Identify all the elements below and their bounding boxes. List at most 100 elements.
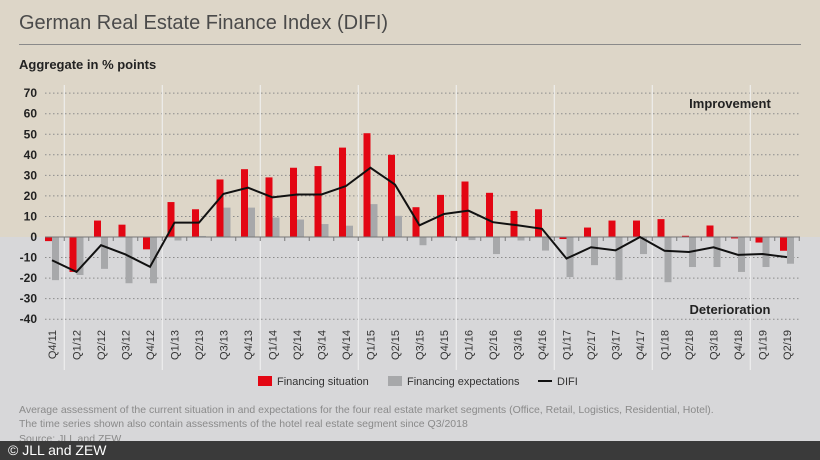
bar-financing-situation	[608, 220, 616, 237]
bar-financing-situation	[363, 133, 371, 237]
x-tick-label: Q1/16	[464, 330, 476, 360]
bar-financing-situation	[94, 220, 101, 237]
bar-financing-expectations	[76, 237, 84, 276]
x-tick-label: Q4/16	[537, 330, 549, 360]
x-tick-label: Q1/19	[758, 330, 770, 360]
bar-financing-expectations	[125, 237, 133, 284]
x-tick-label: Q3/12	[121, 330, 133, 360]
bar-financing-situation	[314, 166, 322, 237]
x-tick-label: Q2/14	[292, 330, 304, 360]
legend-swatch-financing-expectations	[388, 376, 402, 386]
title-divider	[19, 44, 801, 45]
bar-financing-expectations	[419, 237, 427, 246]
y-tick-label: -10	[20, 251, 38, 265]
bar-financing-expectations	[174, 237, 182, 241]
x-tick-label: Q2/18	[684, 330, 696, 360]
bar-financing-situation	[584, 227, 591, 237]
bar-financing-expectations	[370, 204, 378, 237]
bar-financing-situation	[486, 192, 493, 237]
bar-financing-expectations	[468, 237, 476, 241]
deterioration-label: Deterioration	[690, 302, 771, 317]
y-tick-label: 40	[24, 148, 38, 162]
bar-financing-situation	[755, 237, 763, 243]
bar-financing-expectations	[615, 237, 623, 281]
bar-financing-expectations	[542, 237, 549, 251]
bar-financing-situation	[143, 237, 150, 250]
chart-subtitle: Aggregate in % points	[19, 57, 157, 72]
bar-financing-situation	[388, 154, 395, 237]
x-tick-label: Q4/18	[733, 330, 745, 360]
y-tick-label: -40	[20, 312, 38, 326]
bar-financing-expectations	[713, 237, 721, 268]
y-tick-label: 20	[24, 189, 38, 203]
bar-financing-expectations	[248, 207, 255, 237]
x-tick-label: Q2/15	[390, 330, 402, 360]
x-tick-label: Q4/12	[145, 330, 157, 360]
bar-financing-situation	[265, 177, 273, 237]
x-tick-label: Q1/17	[562, 330, 574, 360]
bar-financing-expectations	[395, 215, 402, 237]
x-tick-label: Q4/14	[341, 330, 353, 360]
x-tick-label: Q4/15	[439, 330, 451, 360]
bar-financing-situation	[559, 237, 567, 240]
x-tick-label: Q2/13	[194, 330, 206, 360]
improvement-label: Improvement	[689, 96, 771, 111]
bar-financing-situation	[682, 235, 689, 237]
x-tick-label: Q3/14	[317, 330, 329, 360]
bar-financing-situation	[461, 181, 469, 237]
y-tick-label: -30	[20, 292, 38, 306]
bar-financing-situation	[118, 224, 126, 237]
copyright-bar: © JLL and ZEW	[0, 441, 820, 460]
bar-financing-situation	[45, 237, 52, 242]
y-tick-label: 70	[24, 86, 38, 100]
x-tick-label: Q3/15	[415, 330, 427, 360]
improvement-zone-background	[0, 0, 820, 237]
bar-financing-expectations	[223, 207, 231, 237]
bar-financing-situation	[706, 225, 714, 237]
bar-financing-situation	[657, 219, 665, 237]
x-tick-label: Q3/17	[611, 330, 623, 360]
chart-note: Average assessment of the current situat…	[19, 403, 714, 431]
x-tick-label: Q1/15	[366, 330, 378, 360]
bar-financing-situation	[633, 220, 640, 237]
page-title: German Real Estate Finance Index (DIFI)	[19, 12, 389, 34]
bar-financing-expectations	[297, 219, 304, 237]
x-tick-label: Q2/12	[96, 330, 108, 360]
bar-financing-expectations	[101, 237, 108, 269]
x-tick-label: Q1/14	[268, 330, 280, 360]
bar-financing-expectations	[517, 237, 525, 241]
y-tick-label: 0	[30, 230, 37, 244]
bar-financing-situation	[339, 147, 346, 237]
legend-label-financing-expectations: Financing expectations	[407, 376, 520, 388]
x-tick-label: Q4/17	[635, 330, 647, 360]
legend-swatch-financing-situation	[258, 376, 272, 386]
x-tick-label: Q3/13	[219, 330, 231, 360]
y-tick-label: 60	[24, 107, 38, 121]
line-difi	[51, 166, 788, 274]
x-tick-label: Q1/12	[72, 330, 84, 360]
bar-financing-expectations	[199, 235, 206, 237]
bar-financing-expectations	[591, 237, 598, 266]
bar-financing-expectations	[664, 237, 672, 283]
x-tick-label: Q1/18	[660, 330, 672, 360]
bar-financing-expectations	[762, 237, 770, 268]
x-tick-label: Q3/16	[513, 330, 525, 360]
bar-financing-expectations	[444, 235, 451, 237]
bar-financing-expectations	[640, 237, 647, 255]
bar-financing-situation	[290, 167, 297, 237]
bar-financing-expectations	[52, 237, 59, 281]
bar-financing-expectations	[272, 217, 280, 237]
bar-financing-expectations	[346, 225, 353, 237]
bar-financing-expectations	[321, 224, 329, 237]
x-tick-label: Q2/19	[782, 330, 794, 360]
y-tick-label: -20	[20, 271, 38, 285]
legend-label-financing-situation: Financing situation	[277, 376, 369, 388]
bar-financing-situation	[167, 202, 175, 237]
x-tick-label: Q2/16	[488, 330, 500, 360]
y-tick-label: 10	[24, 209, 38, 223]
bar-financing-situation	[535, 209, 542, 237]
note-line-2: The time series shown also contain asses…	[19, 418, 468, 430]
bar-financing-situation	[241, 169, 248, 237]
legend-label-difi: DIFI	[557, 376, 578, 388]
